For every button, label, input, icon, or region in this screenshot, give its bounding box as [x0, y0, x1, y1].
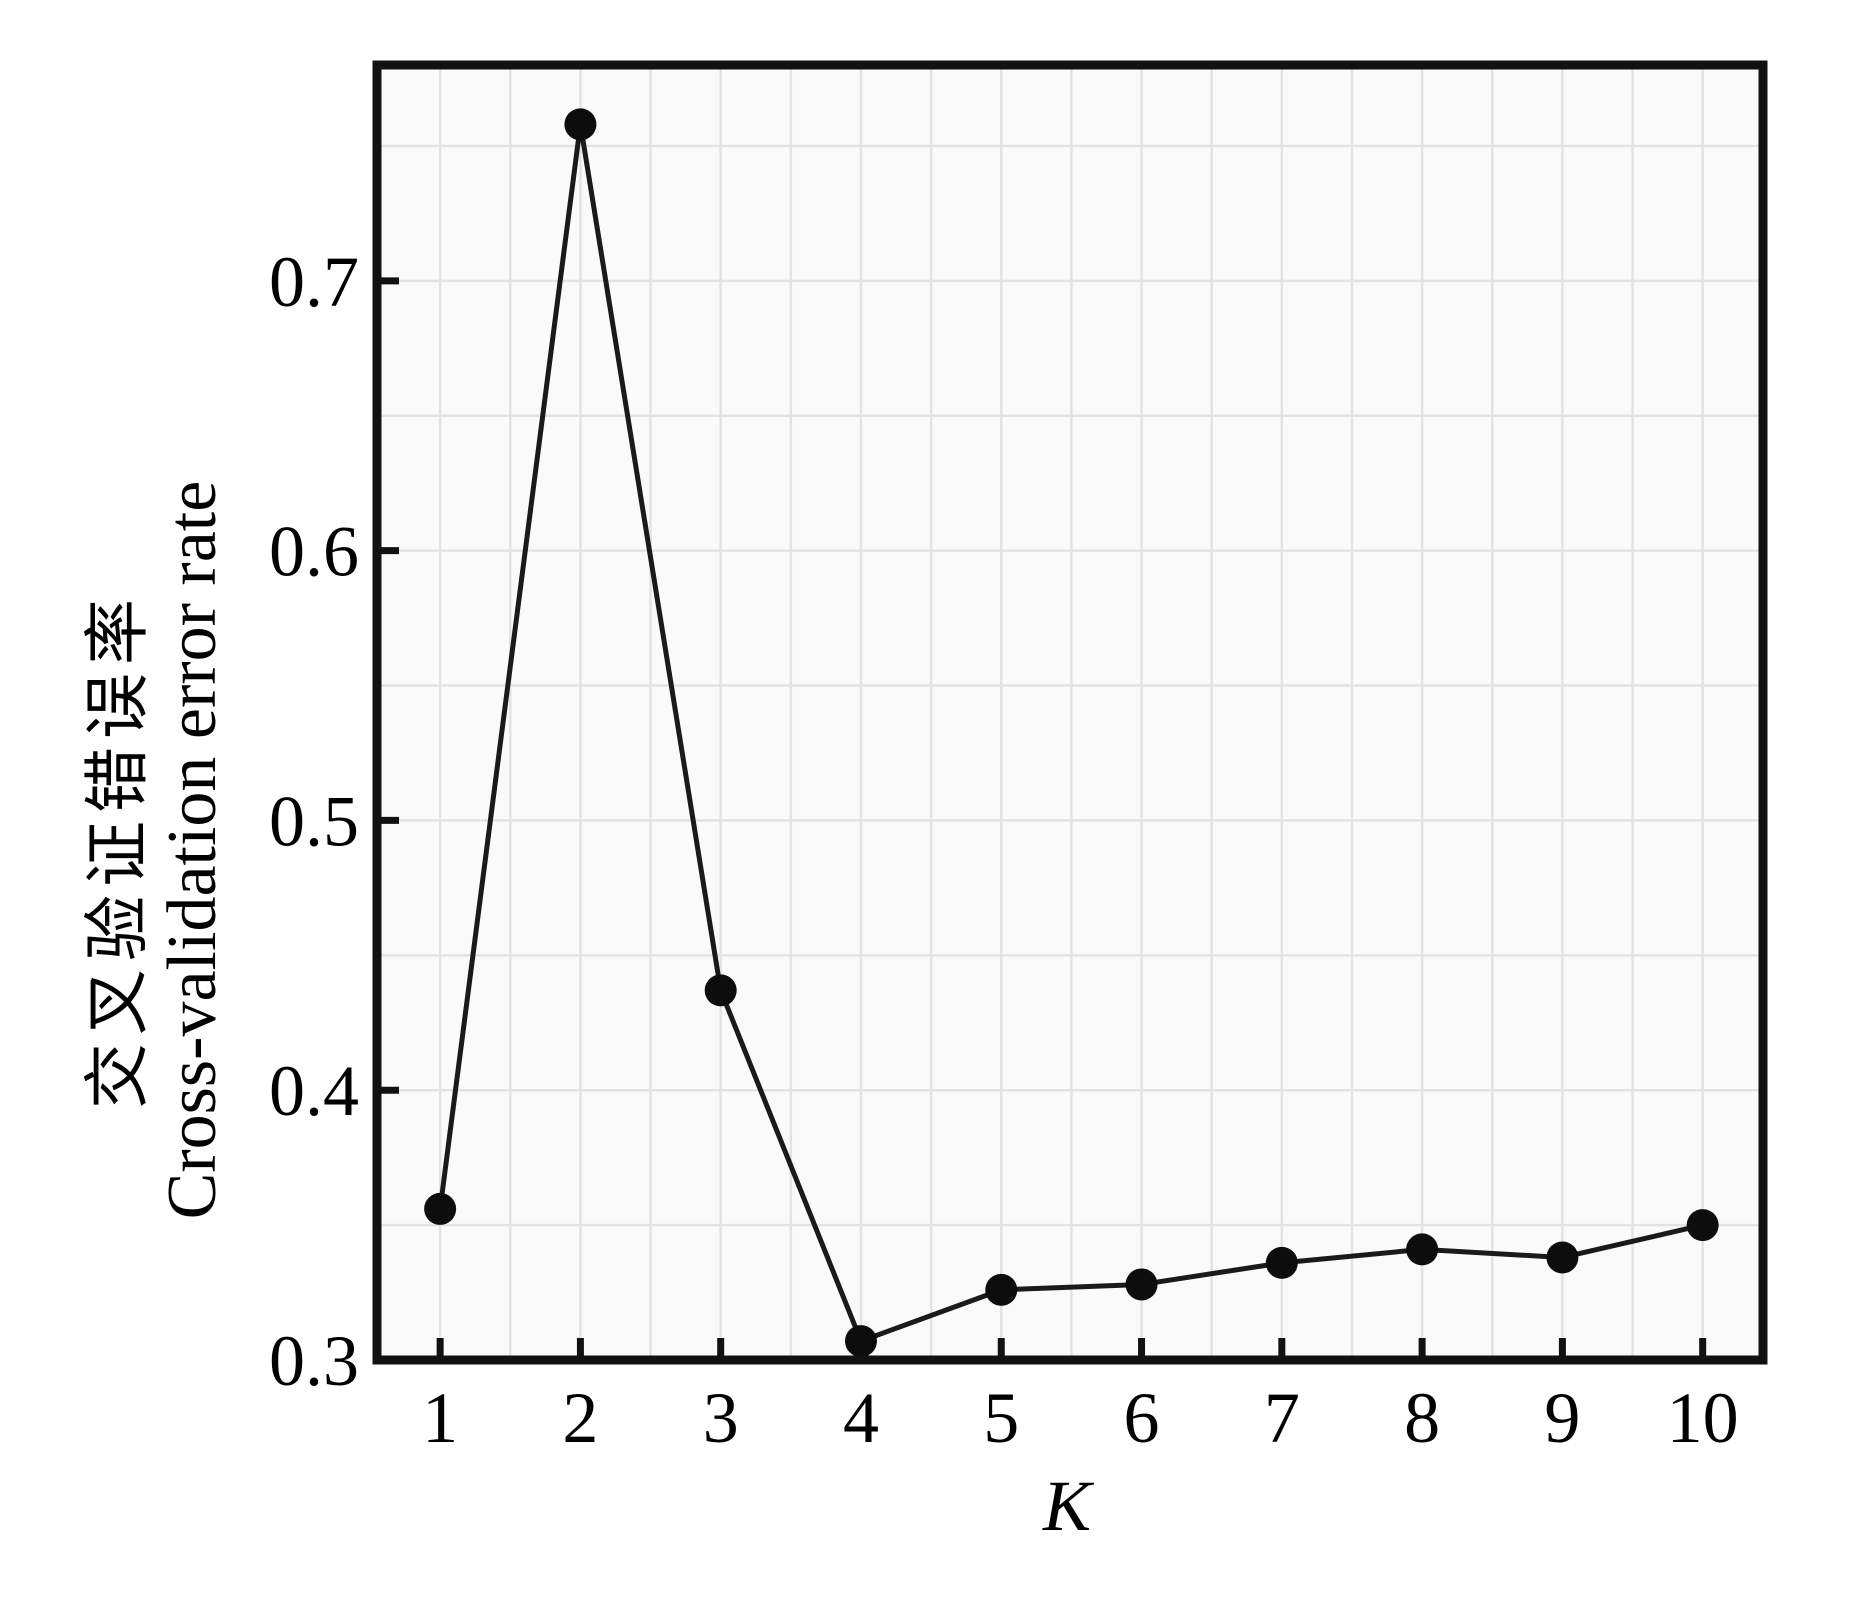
- y-tick-label: 0.7: [269, 242, 359, 322]
- data-point: [1406, 1233, 1439, 1266]
- data-point: [1265, 1246, 1298, 1279]
- y-tick-label: 0.5: [269, 781, 359, 861]
- series-line: [437, 121, 1706, 1344]
- x-tick-label: 8: [1404, 1378, 1440, 1458]
- data-point: [704, 974, 737, 1007]
- x-tick-label: 5: [983, 1378, 1019, 1458]
- x-tick-label: 1: [422, 1378, 458, 1458]
- plot-area-background: [377, 65, 1763, 1360]
- y-tick-label: 0.4: [269, 1051, 359, 1131]
- x-tick-label: 2: [562, 1378, 598, 1458]
- data-point: [1125, 1268, 1158, 1301]
- x-tick-label: 7: [1264, 1378, 1300, 1458]
- data-point: [424, 1192, 457, 1225]
- data-point: [564, 108, 597, 141]
- data-point: [1686, 1209, 1719, 1242]
- x-tick-label: 10: [1667, 1378, 1739, 1458]
- data-point: [844, 1325, 877, 1358]
- x-tick-label: 9: [1544, 1378, 1580, 1458]
- x-tick-label: 3: [703, 1378, 739, 1458]
- y-axis-label-english: Cross-validation error rate: [154, 481, 231, 1220]
- x-tick-label: 4: [843, 1378, 879, 1458]
- x-tick-label: 6: [1124, 1378, 1160, 1458]
- gridlines: [377, 65, 1763, 1360]
- y-tick-label: 0.3: [269, 1321, 359, 1401]
- y-tick-label: 0.6: [269, 512, 359, 592]
- x-axis-label: K: [1042, 1466, 1095, 1546]
- axis-tick-labels: 1 2 3 4 5 6 7 8 9 10 0.3 0.4 0.5 0.6 0.7: [269, 242, 1739, 1458]
- data-series: [424, 108, 1719, 1358]
- data-point: [985, 1273, 1018, 1306]
- y-axis-label-chinese: 交叉验证错误率: [82, 591, 155, 1109]
- data-point: [1546, 1241, 1579, 1274]
- plot-border-frame: [372, 60, 1768, 1365]
